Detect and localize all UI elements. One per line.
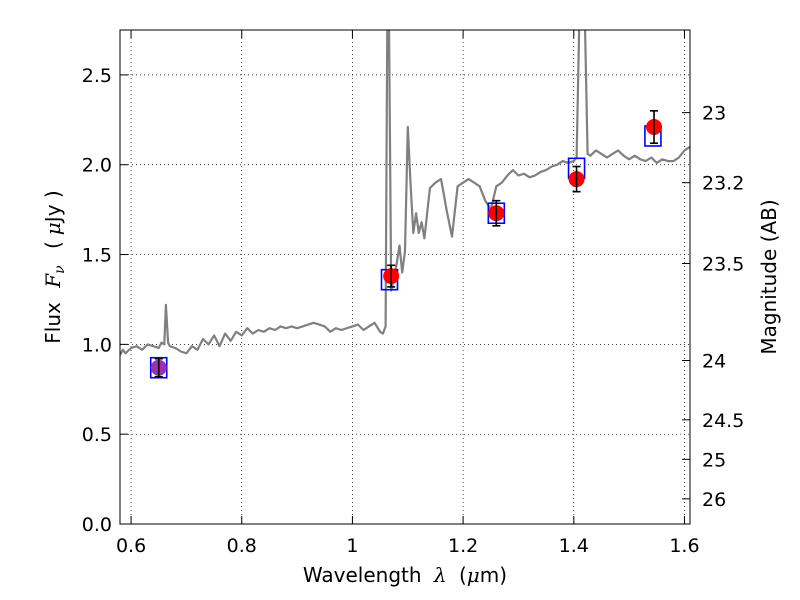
y-axis-label: Flux Fν (μJy ) [41,190,69,343]
observed-photometry-points [150,110,663,378]
y-tick-label: 1.5 [82,245,112,267]
x-tick-label: 1.6 [669,535,699,557]
y-tick-label: 0.0 [82,514,112,536]
right-tick-label: 23.2 [702,173,744,195]
right-tick-label: 24.5 [702,410,744,432]
right-tick-label: 23.5 [702,254,744,276]
plot-frame [119,29,691,525]
right-tick-label: 24 [702,351,726,373]
right-tick-label: 26 [702,489,726,511]
y-tick-label: 0.5 [82,424,112,446]
right-axis-label: Magnitude (AB) [757,199,781,354]
y-tick-label: 2.5 [82,65,112,87]
x-axis-label: Wavelength λ (μm) [303,563,507,587]
y-tick-label: 2.0 [82,155,112,177]
x-tick-label: 1 [346,535,358,557]
y-tick-label: 1.0 [82,334,112,356]
grid-lines [120,30,690,525]
right-tick-label: 25 [702,449,726,471]
right-tick-label: 23 [702,103,726,125]
spectrum-line [120,30,690,356]
x-tick-label: 0.8 [227,535,257,557]
x-tick-label: 0.6 [116,535,146,557]
x-tick-label: 1.2 [448,535,478,557]
axis-ticks: 0.6 0.8 1 1.2 1.4 1.6 0.0 0.5 1.0 1.5 2.0 2.5 23 23.2… [82,30,744,557]
x-tick-label: 1.4 [559,535,589,557]
